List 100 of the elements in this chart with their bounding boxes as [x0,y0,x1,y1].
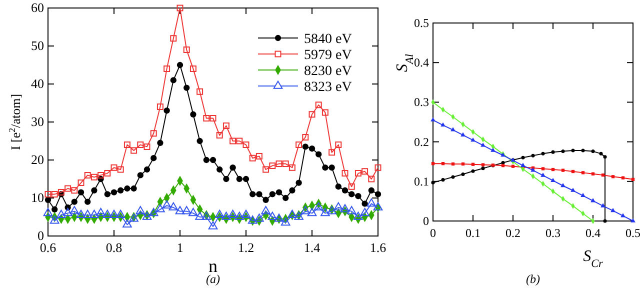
point [136,206,146,214]
point [137,142,144,148]
point [137,172,144,178]
point [104,170,111,177]
point [190,111,196,118]
point [441,178,445,182]
point [296,180,302,186]
point [78,189,84,196]
point [601,173,605,177]
point [241,210,251,218]
point [102,210,112,218]
point [282,160,289,168]
point [561,150,565,154]
point [91,187,98,194]
point [118,187,124,194]
point [540,172,546,177]
point [164,108,170,114]
point [571,148,575,152]
point [195,212,204,220]
legend-label: 5979 eV [304,48,352,63]
point [43,208,53,216]
text: (b) [526,272,540,286]
point [203,114,210,122]
y-tick-label: 0.2 [414,134,429,149]
point [481,163,485,166]
point [480,142,486,147]
point [581,148,585,152]
point [591,150,595,154]
point [176,62,184,68]
point [603,219,607,223]
point [334,202,344,210]
point [328,164,335,171]
point [450,127,456,132]
point [531,154,535,158]
point [64,185,72,192]
point [322,109,328,116]
point [348,183,355,190]
point [223,176,230,182]
point [342,170,348,177]
point [52,206,58,212]
point [501,164,505,168]
point [541,152,545,156]
point [170,77,176,84]
point [451,162,455,166]
point [109,210,119,218]
point [71,187,78,194]
x-tick-label: 0.1 [466,226,480,240]
point [314,202,324,210]
point [116,210,126,218]
point [461,172,465,176]
point [461,162,465,166]
x-tick-label: 1 [176,240,184,255]
point [269,162,276,169]
point [196,138,203,144]
point [210,156,216,164]
point [276,160,282,168]
point [184,84,190,91]
point [84,172,91,178]
point [236,176,242,182]
point [150,155,157,162]
point [631,178,635,181]
point [354,212,363,220]
point [481,166,485,170]
point [342,187,348,194]
point [354,170,362,177]
point [289,187,296,194]
point [203,156,210,164]
point [71,198,78,205]
point [84,198,91,205]
point [168,202,178,210]
point [441,162,445,166]
point [78,180,84,186]
point [348,191,355,198]
point [242,176,250,182]
point [521,156,525,160]
point [182,206,192,214]
point [98,172,104,178]
point [175,206,185,214]
point [230,164,236,171]
point [430,117,436,122]
point [360,208,370,216]
point [560,182,566,188]
point [362,200,368,207]
point [254,214,264,222]
point [190,66,196,72]
legend-label: 5840 eV [304,32,352,47]
x-tick-label: 1.4 [304,240,321,255]
y-tick-label: 20 [31,152,44,167]
x-tick-label: 0.5 [626,226,640,240]
point [590,198,596,202]
point [355,193,362,200]
point [471,162,475,166]
legend-label: 8230 eV [304,64,352,79]
y-tick-label: 0.1 [414,174,429,188]
point [296,142,302,148]
y-tick-label: 0.5 [414,16,429,30]
point [550,178,556,182]
point [621,176,625,180]
point [90,174,98,180]
point [307,208,317,216]
